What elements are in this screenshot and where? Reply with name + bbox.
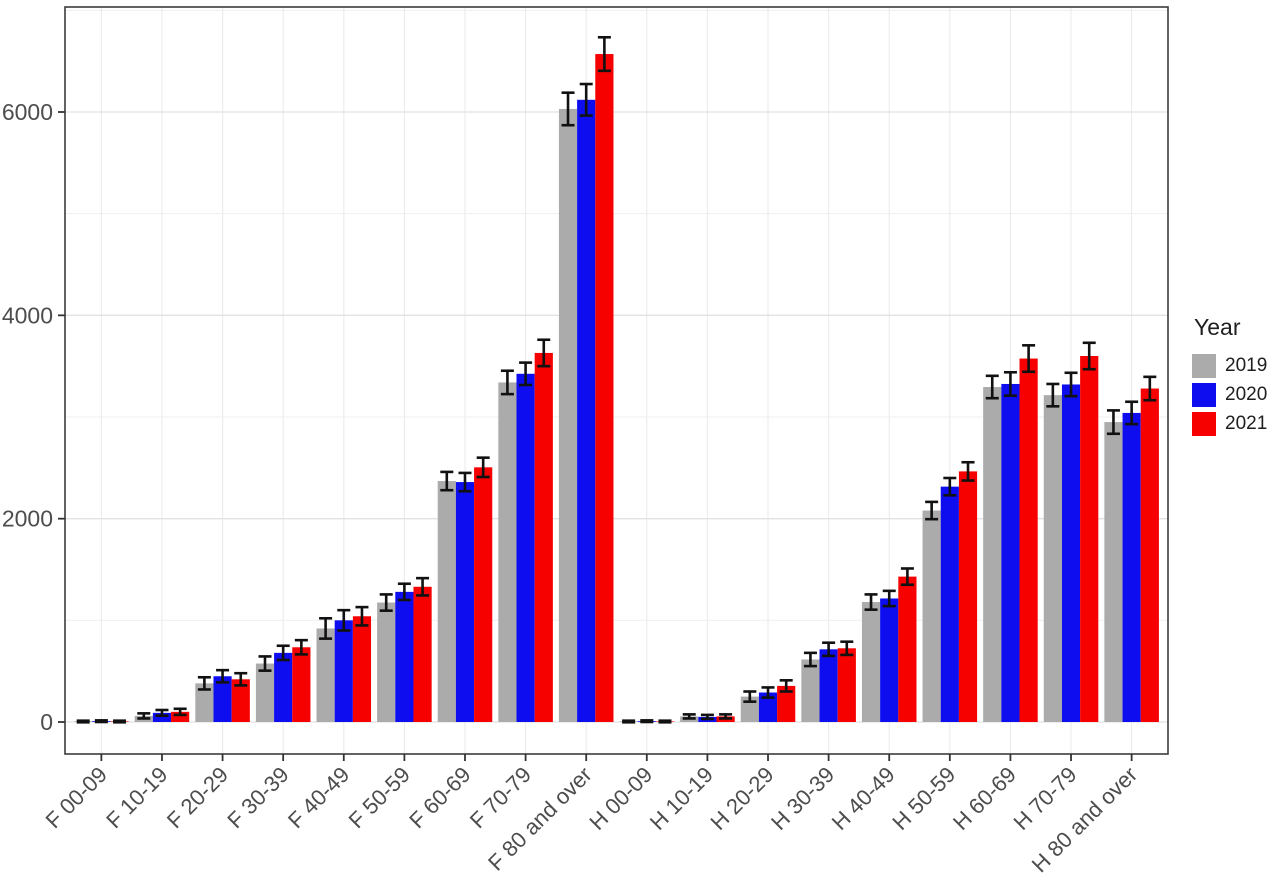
bar-2020-F-50-59 — [395, 591, 414, 722]
bar-2021-F-10-19 — [171, 711, 190, 722]
bar-2021-F-40-49 — [352, 616, 372, 722]
bar-2021-F-60-69 — [474, 467, 493, 722]
bar-2021-H-20-29 — [777, 685, 796, 722]
bar-2019-H-50-59 — [922, 510, 941, 722]
bar-2019-F-70-79 — [498, 382, 517, 722]
bar-2019-H-60-69 — [983, 387, 1002, 722]
bar-2020-H-70-79 — [1061, 384, 1081, 722]
bar-2020-F-60-69 — [455, 482, 475, 722]
legend-title: Year — [1194, 314, 1241, 340]
bar-2020-H-80-and-over — [1122, 412, 1141, 722]
bar-2020-H-50-59 — [940, 486, 959, 722]
x-tick-label: H 20-29 — [706, 762, 779, 835]
bar-2021-H-60-69 — [1019, 358, 1038, 722]
y-tick-label: 4000 — [2, 302, 53, 328]
bar-2020-H-30-39 — [819, 649, 838, 722]
legend-swatch-2019 — [1192, 354, 1216, 378]
bar-2020-F-80-and-over — [577, 99, 596, 723]
bar-2020-H-40-49 — [880, 598, 899, 722]
x-tick-label: F 00-09 — [41, 762, 112, 833]
bar-2021-F-30-39 — [292, 647, 311, 722]
bar-2021-F-80-and-over — [595, 54, 614, 723]
bar-2021-H-40-49 — [898, 576, 917, 722]
bar-2021-H-30-39 — [837, 648, 856, 722]
y-tick-label: 0 — [40, 709, 53, 735]
bar-2021-H-70-79 — [1080, 356, 1099, 722]
x-tick-label: F 10-19 — [101, 762, 172, 833]
legend-swatch-2021 — [1192, 412, 1216, 436]
bar-2021-F-50-59 — [413, 586, 432, 722]
bar-2020-F-30-39 — [274, 652, 293, 722]
x-tick-label: H 00-09 — [584, 762, 657, 835]
bar-2020-F-70-79 — [516, 373, 535, 722]
x-tick-label: F 50-59 — [344, 762, 415, 833]
bar-2021-H-80-and-over — [1140, 388, 1159, 722]
bar-2019-F-50-59 — [377, 602, 396, 722]
legend-label-2019: 2019 — [1225, 355, 1268, 376]
legend: Year 2019 2020 2021 — [1192, 314, 1267, 441]
bar-2020-H-20-29 — [758, 692, 778, 722]
bar-2020-H-60-69 — [1001, 383, 1020, 722]
legend-swatch-2020 — [1192, 383, 1216, 407]
bar-2021-F-20-29 — [231, 679, 250, 722]
x-tick-label: H 60-69 — [948, 762, 1021, 835]
x-tick-label: H 10-19 — [645, 762, 718, 835]
legend-label-2020: 2020 — [1225, 384, 1268, 405]
x-tick-label: H 30-39 — [766, 762, 839, 835]
legend-label-2021: 2021 — [1225, 413, 1268, 434]
legend-item-2019: 2019 — [1192, 354, 1267, 378]
legend-item-2021: 2021 — [1192, 412, 1267, 436]
bar-2019-H-30-39 — [801, 659, 820, 722]
x-tick-label: H 50-59 — [887, 762, 960, 835]
bar-2021-F-70-79 — [534, 352, 553, 722]
x-tick-label: H 40-49 — [827, 762, 900, 835]
y-tick-label: 6000 — [2, 99, 53, 125]
legend-item-2020: 2020 — [1192, 383, 1267, 407]
bar-2019-H-40-49 — [861, 602, 881, 722]
x-tick-label: F 20-29 — [162, 762, 233, 833]
x-tick-label: F 60-69 — [404, 762, 475, 833]
bar-2019-F-80-and-over — [558, 108, 578, 722]
x-tick-label: F 30-39 — [222, 762, 293, 833]
bar-2020-F-40-49 — [334, 620, 353, 722]
y-tick-label: 2000 — [2, 506, 53, 532]
x-tick-label: F 40-49 — [283, 762, 354, 833]
x-tick-label: H 80 and over — [1027, 762, 1142, 877]
bar-2021-H-50-59 — [958, 471, 978, 722]
bar-2020-F-10-19 — [152, 712, 172, 722]
bar-2019-F-60-69 — [437, 481, 456, 722]
bar-2019-H-70-79 — [1043, 395, 1062, 722]
bar-2020-F-20-29 — [213, 676, 232, 722]
bar-2019-H-80-and-over — [1104, 422, 1123, 722]
bar-2019-F-20-29 — [195, 683, 214, 722]
panel-border — [64, 6, 1169, 755]
bar-2019-F-40-49 — [316, 628, 335, 722]
bar-2019-F-30-39 — [255, 663, 275, 722]
